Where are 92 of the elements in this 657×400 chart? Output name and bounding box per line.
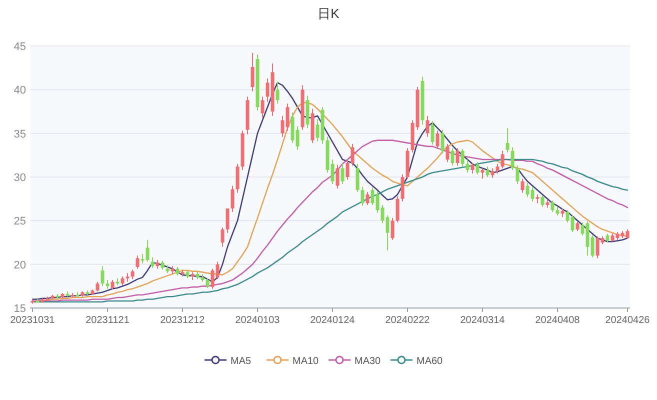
- candlestick: [470, 162, 474, 174]
- candlestick: [426, 115, 430, 138]
- candlestick: [476, 162, 480, 175]
- candlestick: [346, 159, 350, 180]
- candlestick: [436, 130, 440, 150]
- candlestick: [356, 163, 360, 192]
- candlestick: [380, 204, 384, 224]
- x-tick-label: 20240314: [460, 315, 506, 326]
- y-tick-label: 35: [14, 128, 26, 140]
- candlestick: [576, 221, 580, 232]
- candlestick: [570, 214, 574, 233]
- candlestick: [516, 165, 520, 184]
- candlestick: [150, 256, 154, 268]
- candlestick: [336, 164, 340, 189]
- candlestick: [596, 236, 600, 259]
- x-tick-label: 20231121: [86, 315, 130, 326]
- candlestick: [440, 129, 444, 154]
- candlestick: [506, 128, 510, 154]
- x-tick-label: 20240222: [385, 315, 430, 326]
- candlestick: [370, 186, 374, 206]
- candlestick: [490, 168, 494, 178]
- candlestick: [466, 159, 470, 174]
- candlestick: [280, 115, 284, 138]
- candlestick: [140, 253, 144, 264]
- candlestick: [230, 185, 234, 212]
- candlestick: [550, 200, 554, 212]
- y-tick-label: 15: [14, 303, 26, 315]
- y-tick-label: 40: [14, 84, 26, 97]
- legend-label: MA10: [292, 356, 320, 367]
- candlestick: [266, 78, 270, 102]
- candlestick: [100, 266, 104, 287]
- x-tick-label: 20240124: [310, 315, 356, 326]
- candlestick: [236, 163, 240, 194]
- candlestick: [350, 143, 354, 166]
- candlestick: [626, 228, 630, 240]
- candlestick: [316, 118, 320, 142]
- chart-title: 日K: [318, 6, 340, 21]
- x-tick-label: 20231031: [10, 315, 56, 326]
- candlestick: [110, 280, 114, 290]
- candlestick: [386, 214, 390, 251]
- candlestick: [450, 148, 454, 166]
- candlestick: [216, 261, 220, 280]
- candlestick: [276, 81, 280, 104]
- candlestick: [486, 166, 490, 178]
- candlestick: [360, 186, 364, 206]
- x-tick-label: 20231212: [160, 315, 206, 326]
- y-tick-label: 30: [14, 172, 26, 184]
- candlestick: [430, 120, 434, 146]
- candlestick: [540, 194, 544, 208]
- candlestick: [206, 278, 210, 288]
- candlestick: [210, 268, 214, 290]
- candlestick: [396, 196, 400, 223]
- legend-label: MA5: [230, 356, 252, 367]
- candlestick: [390, 218, 394, 240]
- legend-label: MA30: [354, 356, 382, 367]
- candlestick: [340, 163, 344, 184]
- candlestick: [290, 112, 294, 144]
- x-tick-label: 20240408: [535, 315, 580, 326]
- candlestick: [220, 227, 224, 248]
- candlestick: [146, 239, 150, 262]
- candlestick: [400, 174, 404, 202]
- candlestick: [496, 163, 500, 174]
- candlestick: [520, 178, 524, 194]
- candlestick: [480, 168, 484, 180]
- y-tick-label: 25: [14, 216, 26, 228]
- candlestick: [530, 186, 534, 202]
- y-tick-label: 20: [14, 259, 26, 272]
- x-tick-label: 20240426: [605, 315, 650, 326]
- candlestick: [250, 52, 254, 92]
- candlestick: [260, 96, 264, 118]
- candlestick: [580, 222, 584, 236]
- candlestick: [96, 281, 100, 292]
- legend-label: MA60: [416, 356, 444, 367]
- candlestick: [500, 150, 504, 169]
- candlestick: [136, 255, 140, 270]
- candlestick: [130, 269, 134, 280]
- y-tick-label: 45: [14, 41, 26, 53]
- candlestick: [446, 143, 450, 163]
- candlestick: [590, 235, 594, 258]
- candlestick: [460, 148, 464, 168]
- x-tick-label: 20240103: [235, 315, 280, 326]
- candlestick: [226, 208, 230, 234]
- candlestick: [330, 159, 334, 184]
- candlestick: [286, 103, 290, 132]
- candlestick: [456, 148, 460, 166]
- candlestick: [296, 126, 300, 150]
- candlestick: [366, 191, 370, 206]
- candlestick: [510, 146, 514, 171]
- candlestick: [586, 221, 590, 256]
- candlestick: [566, 210, 570, 223]
- candlestick: [376, 190, 380, 214]
- candlestick: [526, 182, 530, 198]
